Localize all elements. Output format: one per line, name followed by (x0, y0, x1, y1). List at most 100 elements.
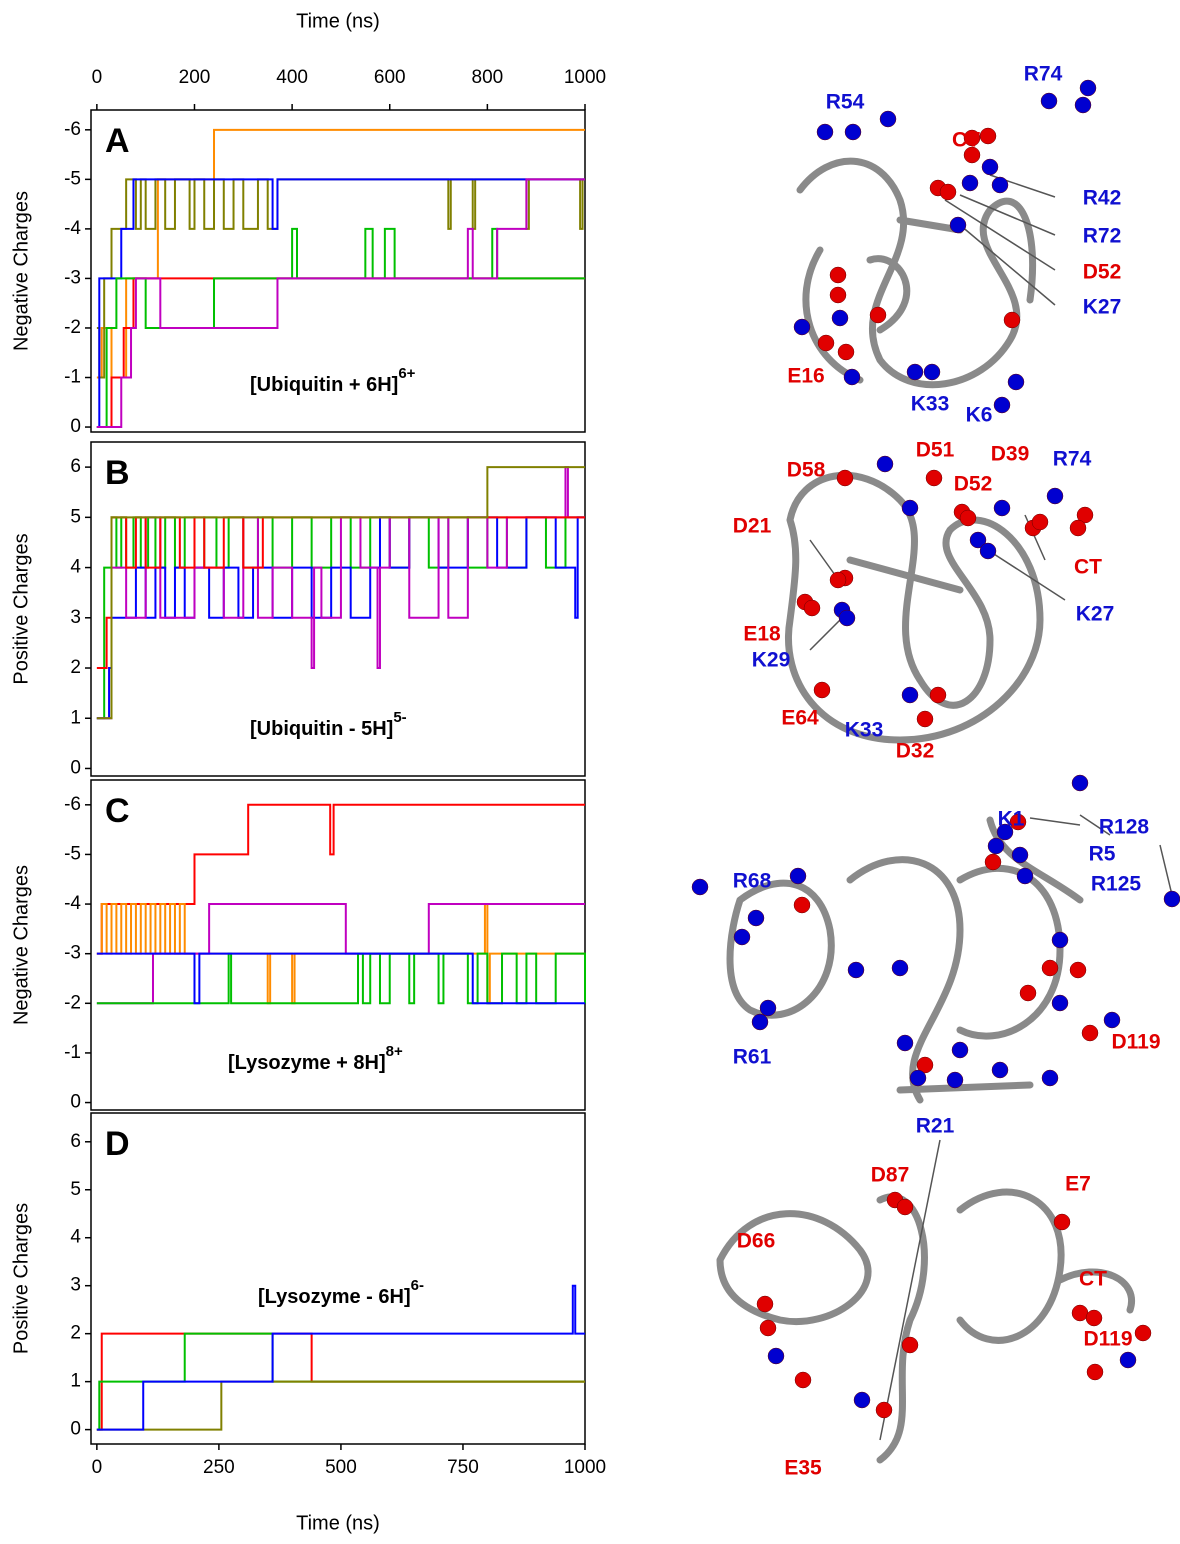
y-tick-label: 6 (70, 1131, 81, 1152)
atom (829, 266, 847, 284)
x-tick-label: 250 (203, 1457, 235, 1478)
atom (925, 469, 943, 487)
panel-label: A (105, 122, 130, 160)
atom (993, 499, 1011, 517)
atom (1009, 813, 1027, 831)
atom (879, 110, 897, 128)
atom (1069, 961, 1087, 979)
atom (1016, 867, 1034, 885)
atom (959, 509, 977, 527)
atom (1103, 1011, 1121, 1029)
annotation-text: [Lysozyme + 8H] (228, 1052, 386, 1074)
atom (993, 396, 1011, 414)
atom (963, 146, 981, 164)
residue-label: R125 (1091, 873, 1142, 896)
atom (1031, 513, 1049, 531)
residue-label: E7 (1065, 1173, 1091, 1196)
residue-label: K1 (998, 808, 1025, 831)
atom (969, 531, 987, 549)
atom (829, 571, 847, 589)
atom (909, 1069, 927, 1087)
atom (1041, 959, 1059, 977)
y-tick-label: -6 (64, 119, 81, 140)
ribbon (785, 471, 1044, 744)
y-tick-label: 0 (70, 757, 81, 778)
atom (1041, 1069, 1059, 1087)
residue-label: E64 (781, 707, 819, 730)
y-tick-label: -5 (64, 843, 81, 864)
atom (836, 469, 854, 487)
y-tick-label: 0 (70, 1092, 81, 1113)
x-tick-label: 500 (325, 1457, 357, 1478)
panel-label: B (105, 454, 130, 492)
series-line (96, 128, 585, 379)
atom (1051, 994, 1069, 1012)
residue-label: K33 (845, 719, 884, 742)
residue-label: R74 (1053, 448, 1092, 471)
y-tick-label: -3 (64, 943, 81, 964)
atom (1040, 92, 1058, 110)
residue-label: CT (1079, 1268, 1107, 1291)
residue-label: D87 (871, 1164, 910, 1187)
residue-label: K29 (752, 649, 791, 672)
residue-label: R74 (1024, 63, 1063, 86)
plot-frame (90, 109, 586, 433)
atom (896, 1198, 914, 1216)
y-tick-label: 5 (70, 1179, 81, 1200)
atom (756, 1295, 774, 1313)
annotation-text: [Lysozyme - 6H] (258, 1286, 411, 1308)
series-line (96, 277, 585, 429)
y-tick-label: 0 (70, 416, 81, 437)
residue-label: R21 (916, 1115, 955, 1138)
y-tick-label: -4 (64, 893, 81, 914)
atom (1086, 1363, 1104, 1381)
y-tick-label: -1 (64, 367, 81, 388)
atom (1081, 1024, 1099, 1042)
y-axis-title: Negative Charges (10, 191, 32, 351)
y-tick-label: 2 (70, 657, 81, 678)
annotation: [Ubiquitin - 5H]5- (250, 709, 407, 740)
residue-label: CT (952, 129, 980, 152)
atom (759, 999, 777, 1017)
y-tick-label: 3 (70, 1275, 81, 1296)
atom (789, 867, 807, 885)
annotation-superscript: 6+ (398, 365, 415, 382)
annotation-superscript: 6- (411, 1277, 424, 1294)
residue-label: D52 (954, 473, 993, 496)
atom (1019, 984, 1037, 1002)
atom (1007, 373, 1025, 391)
y-tick-label: 4 (70, 557, 81, 578)
residue-label: R68 (733, 870, 772, 893)
atom (803, 599, 821, 617)
annotation-superscript: 8+ (386, 1043, 403, 1060)
atom (831, 309, 849, 327)
atom (817, 334, 835, 352)
x-tick-label: 400 (276, 67, 308, 88)
residue-label: K27 (1076, 603, 1115, 626)
panel-label: D (105, 1125, 130, 1163)
y-axis-title: Positive Charges (10, 533, 32, 684)
atom (923, 363, 941, 381)
series-line (96, 466, 585, 720)
atom (979, 127, 997, 145)
plot-frame (90, 779, 586, 1111)
annotation-text: [Ubiquitin + 6H] (250, 374, 398, 396)
atom (837, 343, 855, 361)
atom (1076, 506, 1094, 524)
atom (891, 959, 909, 977)
plot-frame (90, 441, 586, 777)
x-tick-label: 0 (92, 67, 103, 88)
series-line (96, 903, 585, 1005)
residue-label: D52 (1083, 261, 1122, 284)
y-tick-label: -6 (64, 794, 81, 815)
atom (759, 1319, 777, 1337)
x-axis-title: Time (ns) (296, 10, 380, 32)
atom (949, 216, 967, 234)
residue-label: E35 (784, 1457, 822, 1480)
atom (829, 286, 847, 304)
residue-label: E16 (787, 365, 824, 388)
atom (853, 1391, 871, 1409)
y-tick-label: 2 (70, 1323, 81, 1344)
atom (906, 363, 924, 381)
